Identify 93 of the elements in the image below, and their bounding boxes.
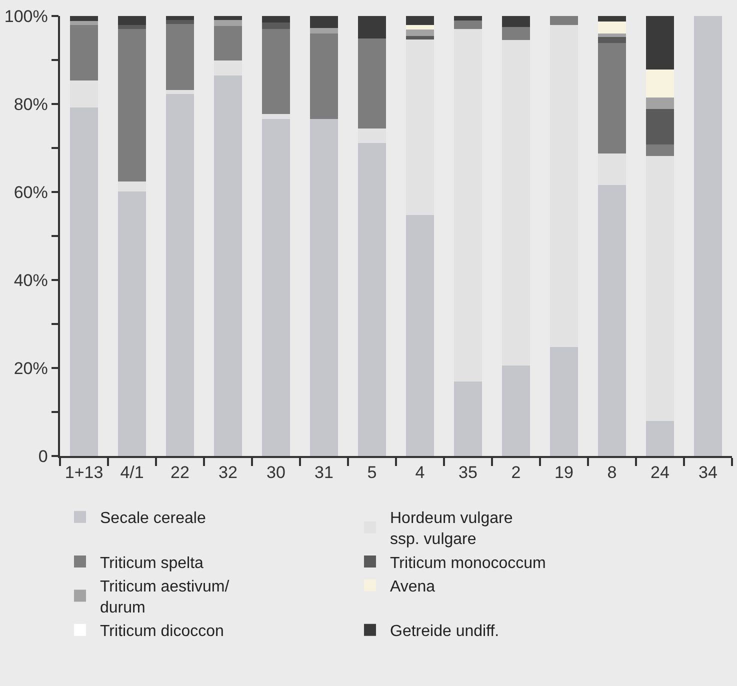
bar bbox=[646, 16, 674, 70]
bar bbox=[70, 25, 98, 81]
x-tick-label: 4 bbox=[415, 463, 425, 482]
x-tick-label: 2 bbox=[511, 463, 521, 482]
bar bbox=[454, 16, 482, 20]
legend-label: Secale cereale bbox=[100, 510, 206, 528]
bar bbox=[70, 108, 98, 456]
bar bbox=[550, 16, 578, 26]
bar bbox=[262, 16, 290, 23]
bar bbox=[406, 214, 434, 456]
bar bbox=[598, 154, 626, 185]
bar bbox=[166, 90, 194, 94]
bar bbox=[694, 16, 722, 456]
bar bbox=[310, 28, 338, 34]
x-tick-label: 34 bbox=[698, 463, 718, 482]
legend-label: Avena bbox=[390, 578, 436, 596]
x-tick-label: 4/1 bbox=[120, 463, 144, 482]
bar bbox=[358, 38, 386, 129]
y-tick-label: 100% bbox=[4, 6, 48, 26]
bar bbox=[358, 16, 386, 38]
x-tick-label: 5 bbox=[367, 463, 377, 482]
bar bbox=[214, 75, 242, 456]
bar bbox=[550, 25, 578, 347]
bar bbox=[598, 42, 626, 154]
bar bbox=[262, 114, 290, 119]
bar bbox=[502, 16, 530, 27]
bar bbox=[502, 27, 530, 40]
bar bbox=[262, 118, 290, 456]
x-tick-label: 8 bbox=[607, 463, 617, 482]
bar bbox=[166, 94, 194, 456]
x-tick-label: 32 bbox=[218, 463, 238, 482]
bar bbox=[70, 20, 98, 26]
legend-label: Triticum aestivum/ durum bbox=[100, 578, 230, 616]
bar bbox=[310, 34, 338, 119]
bar bbox=[598, 16, 626, 22]
bar bbox=[502, 365, 530, 456]
bar bbox=[166, 24, 194, 90]
bar bbox=[310, 16, 338, 28]
bar bbox=[214, 16, 242, 20]
bar bbox=[118, 16, 146, 26]
legend-label: Hordeum vulgare ssp. vulgare bbox=[390, 510, 513, 548]
x-tick-label: 22 bbox=[170, 463, 190, 482]
bar bbox=[70, 80, 98, 108]
bar bbox=[598, 34, 626, 38]
x-tick-label: 1+13 bbox=[64, 463, 104, 482]
y-tick-label: 0 bbox=[38, 446, 48, 466]
bar bbox=[214, 60, 242, 76]
bar bbox=[118, 29, 146, 182]
bar bbox=[358, 128, 386, 144]
bar bbox=[118, 181, 146, 192]
x-tick-label: 35 bbox=[458, 463, 478, 482]
bar bbox=[646, 421, 674, 456]
bar bbox=[454, 382, 482, 456]
y-tick-label: 40% bbox=[14, 270, 48, 290]
bar bbox=[598, 37, 626, 43]
bar bbox=[406, 36, 434, 40]
bar bbox=[454, 29, 482, 382]
bar bbox=[214, 26, 242, 60]
bar bbox=[406, 39, 434, 215]
bar bbox=[646, 156, 674, 422]
y-tick-label: 60% bbox=[14, 182, 48, 202]
legend-label: Getreide undiff. bbox=[390, 623, 500, 640]
bar bbox=[166, 20, 194, 24]
bar bbox=[118, 192, 146, 456]
bar bbox=[646, 97, 674, 109]
bar bbox=[646, 108, 674, 144]
bar bbox=[118, 25, 146, 30]
bar bbox=[502, 40, 530, 366]
bar bbox=[454, 20, 482, 30]
bar bbox=[310, 118, 338, 456]
bar bbox=[262, 29, 290, 114]
bar bbox=[262, 22, 290, 30]
bar bbox=[70, 16, 98, 21]
bar bbox=[406, 16, 434, 26]
bar bbox=[598, 184, 626, 456]
bar bbox=[166, 16, 194, 20]
bar bbox=[214, 20, 242, 26]
bar bbox=[358, 143, 386, 456]
x-tick-label: 30 bbox=[266, 463, 286, 482]
x-tick-label: 24 bbox=[650, 463, 670, 482]
legend-label: Triticum monococcum bbox=[390, 554, 546, 572]
bar bbox=[406, 25, 434, 30]
legend-label: Triticum dicoccon bbox=[100, 623, 224, 640]
bar bbox=[550, 346, 578, 456]
legend-label: Triticum spelta bbox=[100, 554, 204, 572]
bar bbox=[598, 22, 626, 34]
x-tick-label: 31 bbox=[314, 463, 334, 482]
y-tick-label: 20% bbox=[14, 358, 48, 378]
bar bbox=[406, 30, 434, 36]
bar bbox=[646, 144, 674, 156]
bar bbox=[646, 70, 674, 98]
y-tick-label: 80% bbox=[14, 94, 48, 114]
x-tick-label: 19 bbox=[554, 463, 574, 482]
